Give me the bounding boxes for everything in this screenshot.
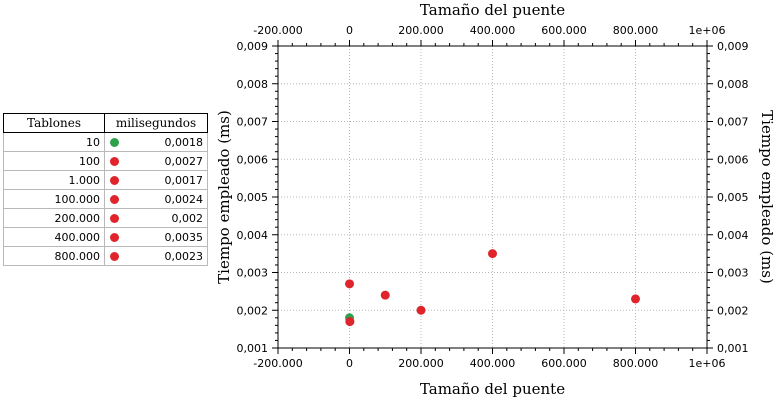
x-tick-label: 800.000 (613, 357, 659, 370)
table-row[interactable]: 200.000 0,002 (3, 208, 208, 228)
x2-tick-label: -200.000 (253, 24, 302, 37)
data-point (345, 279, 355, 289)
x2-tick-label: 800.000 (613, 24, 659, 37)
x2-tick-label: 600.000 (541, 24, 587, 37)
header-milisegundos[interactable]: milisegundos (104, 113, 208, 133)
x-tick-label: 400.000 (470, 357, 516, 370)
milisegundos-value: 0,002 (171, 211, 204, 225)
milisegundos-cell: 0,0027 (104, 151, 208, 171)
y2-tick-label: 0,003 (717, 267, 749, 280)
x2-tick-label: 200.000 (398, 24, 444, 37)
tablones-cell: 800.000 (3, 246, 105, 266)
milisegundos-value: 0,0024 (164, 192, 204, 206)
milisegundos-value: 0,0023 (164, 249, 204, 263)
x-axis-title: Tamaño del puente (420, 380, 565, 398)
milisegundos-cell: 0,0017 (104, 170, 208, 190)
data-point (380, 290, 390, 300)
series-dot-icon (110, 252, 119, 261)
table-row[interactable]: 800.000 0,0023 (3, 246, 208, 266)
y-tick-label: 0,004 (237, 229, 269, 242)
x-tick-label: 1e+06 (689, 357, 726, 370)
x2-tick-label: 1e+06 (689, 24, 726, 37)
y-tick-label: 0,003 (237, 267, 269, 280)
table-row[interactable]: 400.000 0,0035 (3, 227, 208, 247)
y-tick-label: 0,006 (237, 153, 269, 166)
series-dot-icon (110, 138, 119, 147)
header-tablones[interactable]: Tablones (3, 113, 105, 133)
y2-tick-label: 0,004 (717, 229, 749, 242)
y2-tick-label: 0,002 (717, 304, 749, 317)
series-dot-icon (110, 233, 119, 242)
y-tick-label: 0,002 (237, 304, 269, 317)
data-point (631, 294, 640, 304)
series-dot-icon (110, 157, 119, 166)
x-tick-label: 200.000 (398, 357, 444, 370)
series-dot-icon (110, 176, 119, 185)
data-point (416, 305, 426, 315)
y-tick-label: 0,009 (237, 40, 269, 53)
y2-tick-label: 0,007 (717, 116, 749, 129)
y-tick-label: 0,001 (237, 342, 269, 355)
x2-tick-label: 400.000 (470, 24, 516, 37)
milisegundos-cell: 0,0024 (104, 189, 208, 209)
y2-tick-label: 0,001 (717, 342, 749, 355)
y2-tick-label: 0,006 (717, 153, 749, 166)
table-row[interactable]: 100.000 0,0024 (3, 189, 208, 209)
milisegundos-value: 0,0018 (164, 135, 204, 149)
y-axis-title: Tiempo empleado (ms) (215, 110, 233, 284)
table-row[interactable]: 1.000 0,0017 (3, 170, 208, 190)
y-tick-label: 0,007 (237, 116, 269, 129)
milisegundos-value: 0,0035 (164, 230, 204, 244)
milisegundos-value: 0,0027 (164, 154, 204, 168)
table-header-row: Tablones milisegundos (3, 113, 208, 133)
y-tick-label: 0,008 (237, 78, 269, 91)
x-tick-label: 0 (346, 357, 353, 370)
milisegundos-value: 0,0017 (164, 173, 204, 187)
data-point (488, 249, 497, 259)
y2-tick-label: 0,008 (717, 78, 749, 91)
data-table: Tablones milisegundos 10 0,0018 100 0,0027 1… (3, 113, 208, 266)
x-tick-label: -200.000 (253, 357, 302, 370)
x2-axis-title: Tamaño del puente (420, 1, 565, 19)
y2-tick-label: 0,005 (717, 191, 749, 204)
table-row[interactable]: 100 0,0027 (3, 151, 208, 171)
table-body: 10 0,0018 100 0,0027 1.000 0,0017 100.000 0,002… (3, 132, 208, 266)
y2-axis-title: Tiempo empleado (ms) (758, 110, 776, 284)
series-dot-icon (110, 214, 119, 223)
x2-tick-label: 0 (346, 24, 353, 37)
data-point (345, 317, 355, 327)
x-tick-label: 600.000 (541, 357, 587, 370)
milisegundos-cell: 0,002 (104, 208, 208, 228)
series-dot-icon (110, 195, 119, 204)
y2-tick-label: 0,009 (717, 40, 749, 53)
milisegundos-cell: 0,0023 (104, 246, 208, 266)
tablones-cell: 100.000 (3, 189, 105, 209)
y-tick-label: 0,005 (237, 191, 269, 204)
